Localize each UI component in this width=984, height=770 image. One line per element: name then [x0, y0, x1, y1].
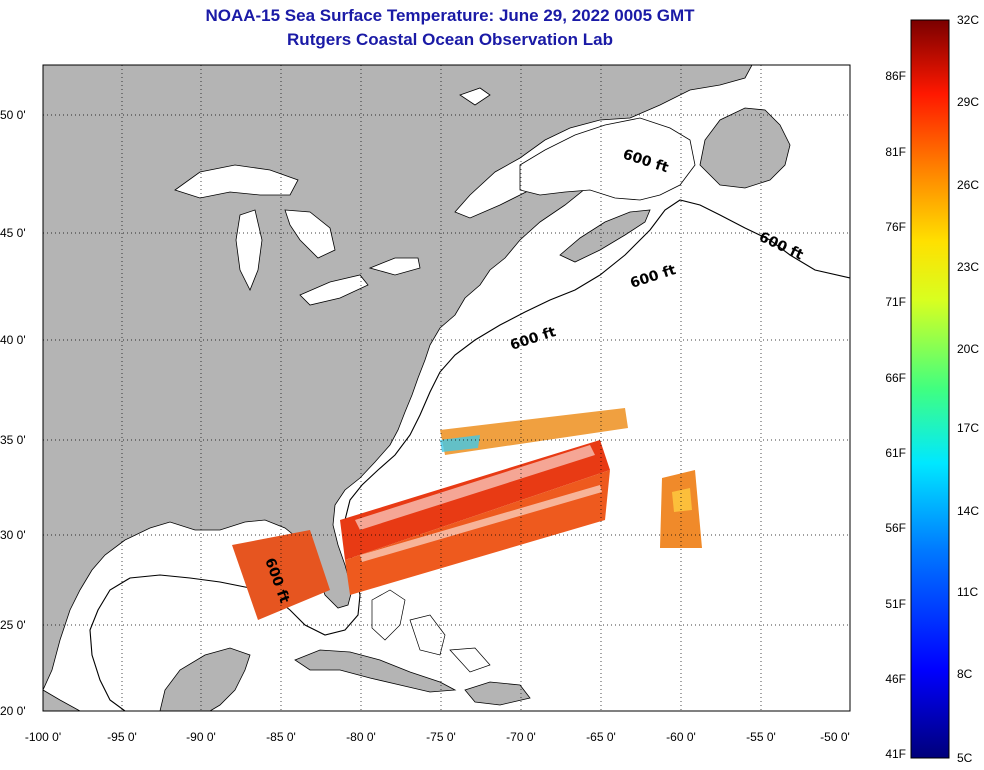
lon-tick-label: -70 0' [506, 730, 536, 744]
lat-tick-label: 20 0' [0, 704, 26, 718]
lat-axis: 50 0' 45 0' 40 0' 35 0' 30 0' 25 0' 20 0… [0, 108, 26, 718]
map-subtitle: Rutgers Coastal Ocean Observation Lab [287, 30, 613, 49]
lat-tick-label: 30 0' [0, 528, 26, 542]
isobath-600ft [89, 199, 850, 711]
great-lakes [174, 87, 491, 306]
colorbar-celsius-label: 26C [957, 178, 979, 192]
lon-axis: -100 0' -95 0' -90 0' -85 0' -80 0' -75 … [25, 730, 850, 744]
colorbar-celsius-label: 5C [957, 751, 973, 765]
lon-tick-label: -95 0' [107, 730, 137, 744]
colorbar-fahrenheit-label: 71F [885, 295, 906, 309]
lon-tick-label: -50 0' [820, 730, 850, 744]
sst-swath [232, 408, 702, 620]
lon-tick-label: -100 0' [25, 730, 61, 744]
lon-tick-label: -65 0' [586, 730, 616, 744]
colorbar-celsius-label: 8C [957, 667, 973, 681]
lat-tick-label: 35 0' [0, 433, 26, 447]
colorbar-fahrenheit-label: 61F [885, 446, 906, 460]
land-north-america [43, 65, 753, 691]
colorbar-celsius-label: 17C [957, 421, 979, 435]
colorbar-celsius-label: 20C [957, 342, 979, 356]
lon-tick-label: -55 0' [746, 730, 776, 744]
land-newfoundland [699, 107, 791, 189]
colorbar-celsius-label: 29C [957, 95, 979, 109]
colorbar-fahrenheit-label: 81F [885, 145, 906, 159]
colorbar-fahrenheit-label: 51F [885, 597, 906, 611]
colorbar-fahrenheit-label: 86F [885, 69, 906, 83]
lon-tick-label: -60 0' [666, 730, 696, 744]
st-lawrence [519, 117, 696, 201]
lon-tick-label: -85 0' [266, 730, 296, 744]
map-title: NOAA-15 Sea Surface Temperature: June 29… [205, 6, 695, 25]
colorbar-fahrenheit-label: 66F [885, 371, 906, 385]
lon-tick-label: -75 0' [426, 730, 456, 744]
graticule [43, 65, 850, 711]
map-border [42, 64, 851, 712]
lat-tick-label: 25 0' [0, 618, 26, 632]
colorbar-celsius-label: 11C [957, 585, 978, 599]
land-hispaniola [464, 681, 531, 706]
colorbar-fahrenheit-label: 41F [885, 747, 906, 761]
colorbar-celsius-label: 32C [957, 13, 979, 27]
lat-tick-label: 45 0' [0, 226, 26, 240]
land-yucatan [43, 647, 251, 711]
land-nova-scotia [559, 209, 651, 263]
colorbar-celsius-label: 14C [957, 504, 979, 518]
lat-tick-label: 40 0' [0, 333, 26, 347]
lat-tick-label: 50 0' [0, 108, 26, 122]
lon-tick-label: -90 0' [186, 730, 216, 744]
colorbar-fahrenheit-label: 76F [885, 220, 906, 234]
colorbar-fahrenheit-label: 46F [885, 672, 906, 686]
colorbar [910, 19, 950, 759]
colorbar-fahrenheit-labels: 86F 81F 76F 71F 66F 61F 56F 51F 46F 41F [885, 69, 906, 761]
colorbar-celsius-label: 23C [957, 260, 979, 274]
colorbar-celsius-labels: 32C 29C 26C 23C 20C 17C 14C 11C 8C 5C [957, 13, 979, 765]
land-cuba [294, 649, 457, 693]
lon-tick-label: -80 0' [346, 730, 376, 744]
colorbar-fahrenheit-label: 56F [885, 521, 906, 535]
